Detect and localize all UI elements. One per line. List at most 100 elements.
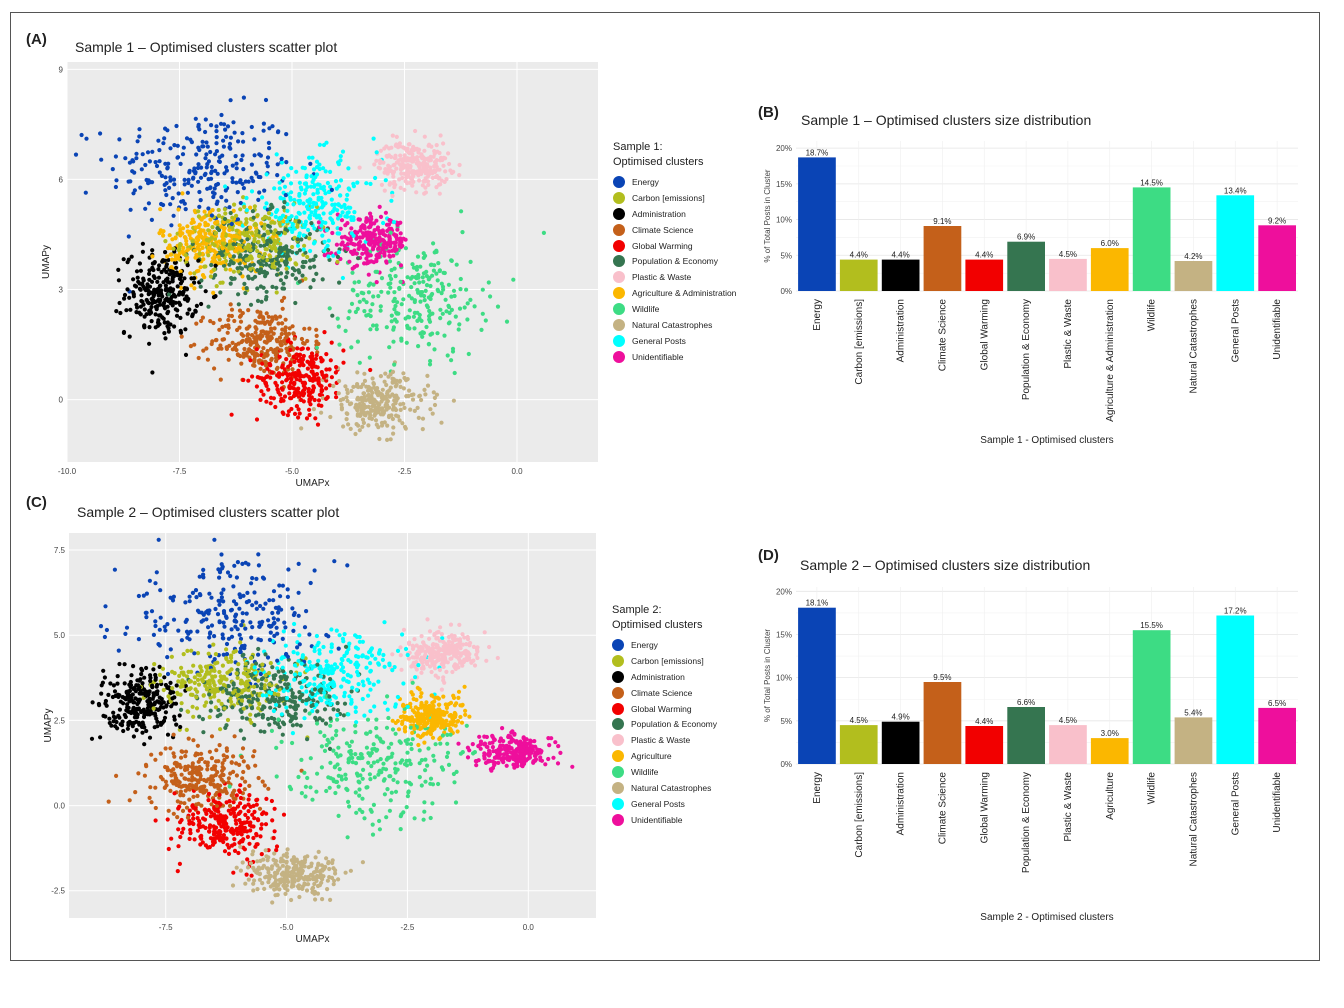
scatter-point	[315, 187, 320, 192]
scatter-point	[392, 290, 397, 295]
scatter-point	[432, 395, 437, 400]
scatter-point	[275, 162, 280, 167]
y-tick-label: 0	[59, 396, 64, 405]
scatter-point	[314, 333, 319, 338]
scatter-point	[179, 279, 185, 284]
scatter-point	[189, 183, 194, 188]
scatter-point	[341, 424, 346, 429]
scatter-point	[226, 357, 231, 362]
scatter-point	[275, 267, 280, 272]
scatter-point	[401, 386, 406, 391]
x-tick-label: -7.5	[173, 467, 187, 476]
scatter-point	[205, 357, 210, 362]
scatter-point	[265, 164, 270, 169]
scatter-point	[360, 251, 365, 256]
scatter-point	[204, 140, 209, 145]
scatter-point	[311, 192, 316, 197]
scatter-point	[337, 342, 342, 347]
scatter-point	[311, 407, 316, 412]
scatter-point	[214, 141, 219, 146]
scatter-point	[216, 346, 221, 351]
scatter-point	[380, 387, 385, 392]
scatter-point	[234, 161, 239, 166]
y-axis-title: UMAPy	[41, 245, 52, 279]
scatter-point	[183, 352, 189, 357]
scatter-point	[241, 195, 246, 200]
scatter-point	[203, 156, 208, 161]
scatter-point	[432, 347, 437, 352]
scatter-point	[452, 293, 457, 299]
scatter-point	[223, 267, 228, 272]
panel-letter-a: (A)	[26, 31, 47, 48]
scatter-point	[457, 306, 463, 311]
scatter-point	[218, 290, 223, 295]
scatter-point	[162, 331, 167, 336]
scatter-point	[272, 326, 277, 331]
scatter-point	[197, 147, 202, 153]
scatter-point	[364, 256, 369, 261]
scatter-point	[252, 137, 257, 142]
scatter-point	[443, 297, 448, 302]
scatter-point	[244, 195, 249, 201]
scatter-point	[239, 238, 244, 243]
x-axis-title: UMAPx	[296, 478, 330, 489]
scatter-point	[305, 338, 310, 344]
scatter-point	[258, 243, 263, 248]
scatter-point	[342, 243, 347, 249]
scatter-point	[290, 272, 295, 277]
scatter-point	[373, 418, 379, 423]
scatter-point	[312, 397, 317, 403]
scatter-point	[335, 316, 340, 321]
scatter-point	[216, 207, 221, 213]
scatter-point	[168, 146, 173, 151]
scatter-point	[198, 175, 204, 180]
scatter-point	[159, 173, 164, 178]
scatter-point	[270, 246, 275, 251]
scatter-point	[308, 285, 313, 290]
scatter-point	[335, 259, 340, 264]
scatter-point	[166, 329, 171, 334]
scatter-point	[277, 186, 282, 191]
scatter-point	[345, 398, 350, 404]
scatter-point	[352, 280, 357, 285]
scatter-point	[362, 309, 367, 314]
scatter-point	[284, 266, 289, 271]
scatter-point	[292, 411, 298, 416]
scatter-point	[325, 180, 330, 186]
scatter-point	[231, 208, 236, 213]
scatter-point	[319, 370, 324, 375]
scatter-point	[263, 363, 268, 368]
scatter-point	[328, 169, 333, 174]
scatter-point	[255, 298, 261, 303]
scatter-point	[302, 191, 307, 196]
scatter-point	[280, 306, 285, 311]
scatter-point	[370, 302, 375, 307]
scatter-point	[435, 287, 440, 292]
scatter-point	[438, 307, 443, 312]
scatter-point	[347, 187, 352, 192]
scatter-point	[361, 420, 366, 425]
scatter-point	[217, 155, 222, 160]
scatter-point	[235, 190, 240, 195]
scatter-point	[218, 121, 224, 126]
scatter-point	[158, 207, 163, 212]
scatter-point	[169, 223, 174, 228]
scatter-point	[128, 207, 133, 212]
scatter-point	[327, 306, 332, 311]
scatter-point	[417, 178, 422, 183]
scatter-point	[232, 130, 237, 135]
scatter-point	[428, 262, 433, 267]
scatter-point	[157, 170, 162, 175]
scatter-point	[387, 253, 392, 258]
scatter-point	[278, 314, 283, 319]
scatter-point	[316, 220, 321, 225]
scatter-point	[357, 402, 362, 407]
scatter-point	[324, 378, 329, 383]
scatter-point	[262, 188, 267, 193]
scatter-point	[259, 350, 264, 355]
scatter-point	[422, 387, 427, 392]
scatter-point	[344, 395, 349, 400]
scatter-point	[284, 357, 289, 362]
scatter-point	[384, 325, 389, 330]
